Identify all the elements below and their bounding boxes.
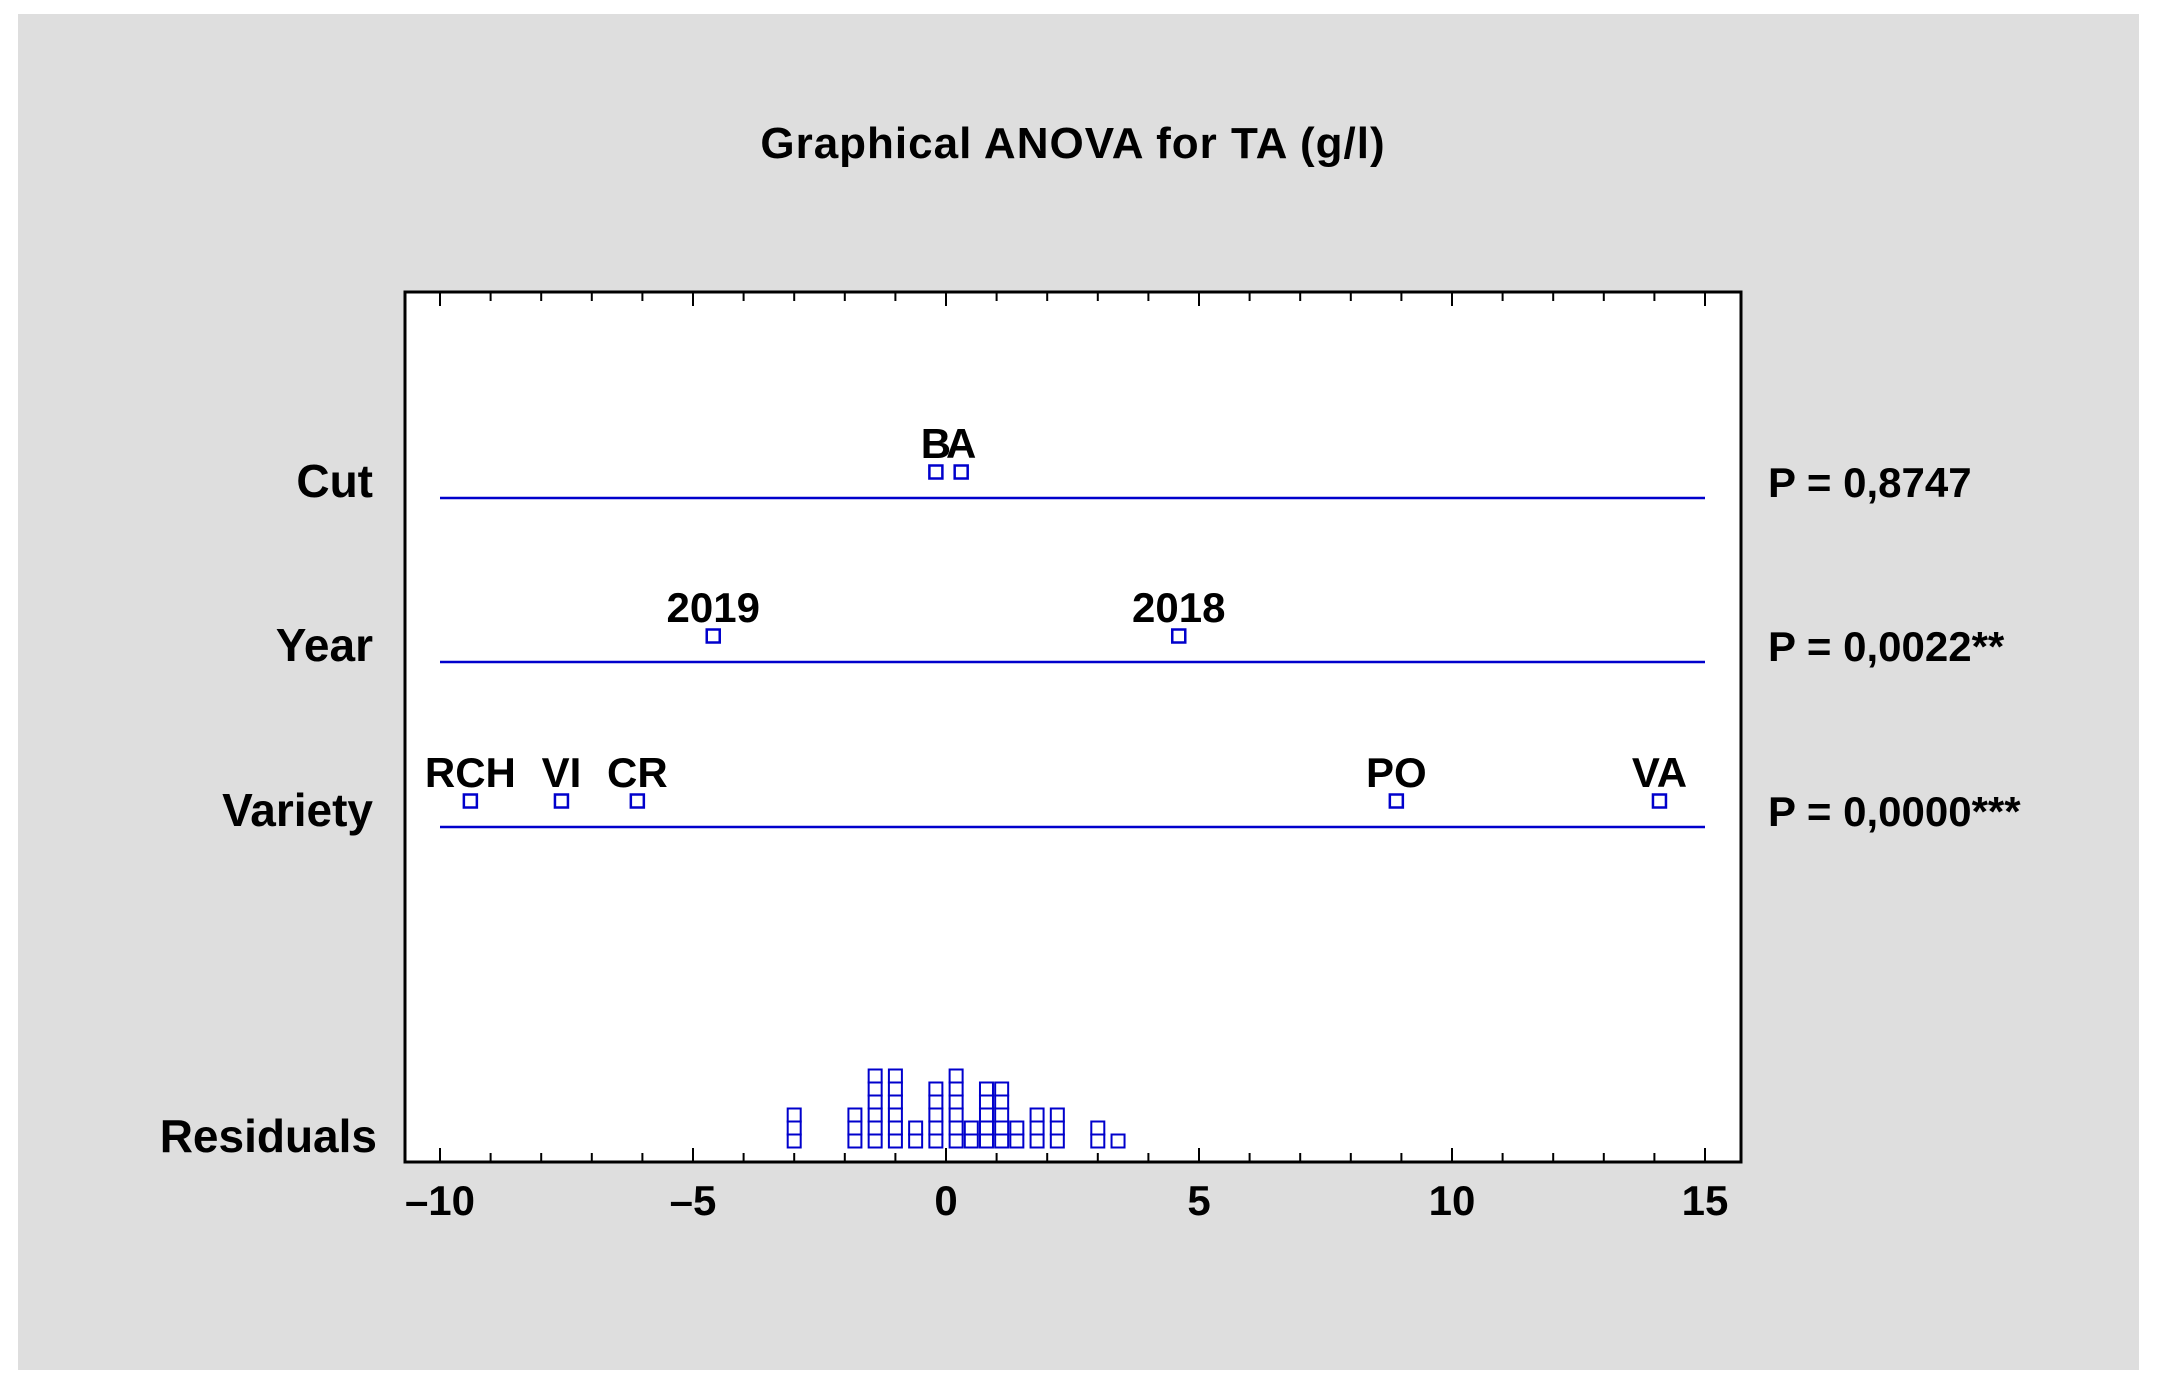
- residual-point: [1009, 1120, 1025, 1136]
- x-tick-label: –10: [405, 1177, 475, 1224]
- row-label-residuals: Residuals: [160, 1110, 377, 1162]
- p-value-variety: P = 0,0000***: [1768, 788, 2021, 835]
- residual-point: [963, 1120, 979, 1136]
- factor-point-marker: [928, 464, 944, 480]
- residual-point: [978, 1081, 994, 1097]
- factor-point-label: CR: [607, 749, 668, 796]
- residual-point: [786, 1107, 802, 1123]
- factor-point-label: B: [921, 420, 951, 467]
- x-tick-label: 15: [1682, 1177, 1729, 1224]
- factor-point-label: PO: [1366, 749, 1427, 796]
- factor-point-label: 2018: [1132, 584, 1225, 631]
- p-value-cut: P = 0,8747: [1768, 459, 1972, 506]
- x-tick-label: 0: [934, 1177, 957, 1224]
- factor-point-marker: [462, 793, 479, 809]
- residual-point: [1110, 1133, 1126, 1149]
- residual-point: [1090, 1120, 1106, 1136]
- residual-point: [867, 1068, 883, 1084]
- factor-point-label: A: [946, 420, 976, 467]
- residual-point: [928, 1081, 944, 1097]
- factor-point-marker: [1388, 793, 1405, 809]
- residual-point: [908, 1120, 924, 1136]
- factor-point-marker: [1651, 793, 1668, 809]
- residual-point: [994, 1081, 1010, 1097]
- row-label-year: Year: [276, 619, 373, 671]
- residual-point: [847, 1107, 863, 1123]
- factor-point-label: VA: [1632, 749, 1687, 796]
- row-label-cut: Cut: [296, 455, 373, 507]
- plot-area: [403, 290, 1743, 1164]
- factor-point-marker: [1171, 628, 1187, 644]
- x-tick-label: –5: [670, 1177, 717, 1224]
- factor-point-label: 2019: [667, 584, 760, 631]
- factor-point-label: RCH: [425, 749, 516, 796]
- p-value-year: P = 0,0022**: [1768, 623, 2005, 670]
- x-tick-label: 10: [1429, 1177, 1476, 1224]
- residual-point: [948, 1068, 964, 1084]
- factor-point-label: VI: [542, 749, 582, 796]
- x-axis-ticks: –10 –5 0 5 10 15: [405, 292, 1728, 1224]
- factor-rows: Cut P = 0,8747 BA Year P = 0,0022** 2019 2018 V…: [222, 420, 2021, 836]
- factor-point-marker: [553, 793, 570, 809]
- row-label-variety: Variety: [222, 784, 373, 836]
- factor-point-marker: [629, 793, 646, 809]
- residual-point: [1029, 1107, 1045, 1123]
- factor-point-marker: [953, 464, 969, 480]
- residuals-dotplot: Residuals: [160, 1068, 1126, 1162]
- residual-point: [1049, 1107, 1065, 1123]
- factor-point-marker: [705, 628, 721, 644]
- x-tick-label: 5: [1187, 1177, 1210, 1224]
- chart-title: Graphical ANOVA for TA (g/l): [760, 119, 1385, 168]
- residual-point: [887, 1068, 903, 1084]
